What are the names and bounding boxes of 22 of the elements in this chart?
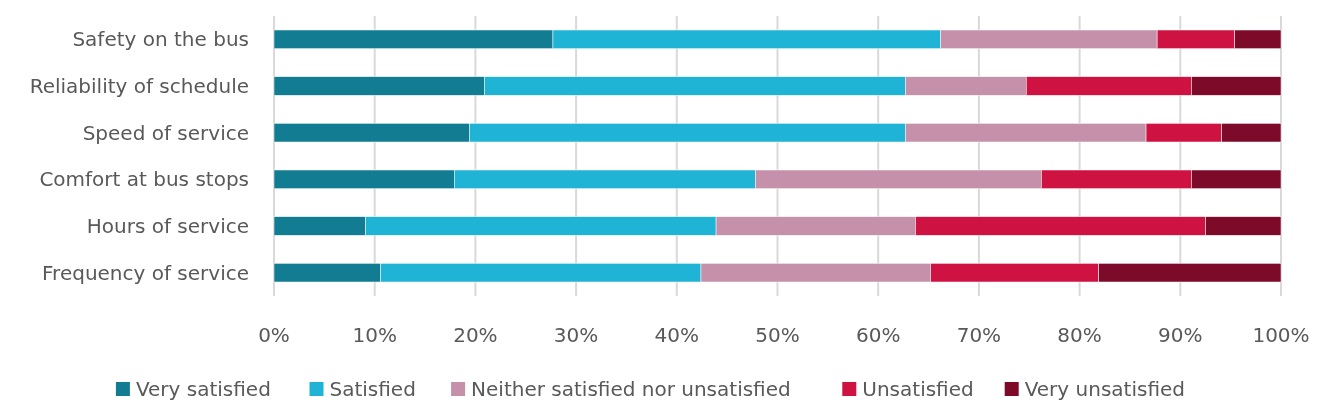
x-tick-label: 90%: [1158, 323, 1203, 347]
legend-label: Very satisfied: [135, 377, 271, 401]
x-tick-label: 60%: [855, 323, 901, 347]
legend-label: Very unsatisfied: [1024, 377, 1185, 401]
x-tick-label: 0%: [258, 323, 290, 347]
legend-label: Neither satisfied nor unsatisfied: [471, 377, 791, 401]
x-tick-label: 30%: [553, 323, 599, 347]
x-tick-label: 50%: [755, 323, 800, 347]
y-tick-label: Reliability of schedule: [29, 74, 249, 98]
x-tick-label: 10%: [352, 323, 397, 347]
y-tick-label: Comfort at bus stops: [39, 167, 249, 192]
y-tick-label: Speed of service: [82, 120, 249, 145]
y-tick-label: Safety on the bus: [72, 27, 249, 52]
y-tick-label: Hours of service: [86, 214, 249, 238]
x-tick-label: 80%: [1057, 323, 1102, 347]
x-tick-label: 20%: [453, 323, 498, 347]
x-tick-label: 40%: [654, 323, 700, 347]
y-tick-label: Frequency of service: [42, 260, 249, 285]
x-tick-label: 100%: [1252, 323, 1310, 347]
x-tick-label: 70%: [956, 323, 1002, 347]
legend-label: Satisfied: [329, 377, 416, 401]
legend-label: Unsatisfied: [862, 377, 974, 401]
